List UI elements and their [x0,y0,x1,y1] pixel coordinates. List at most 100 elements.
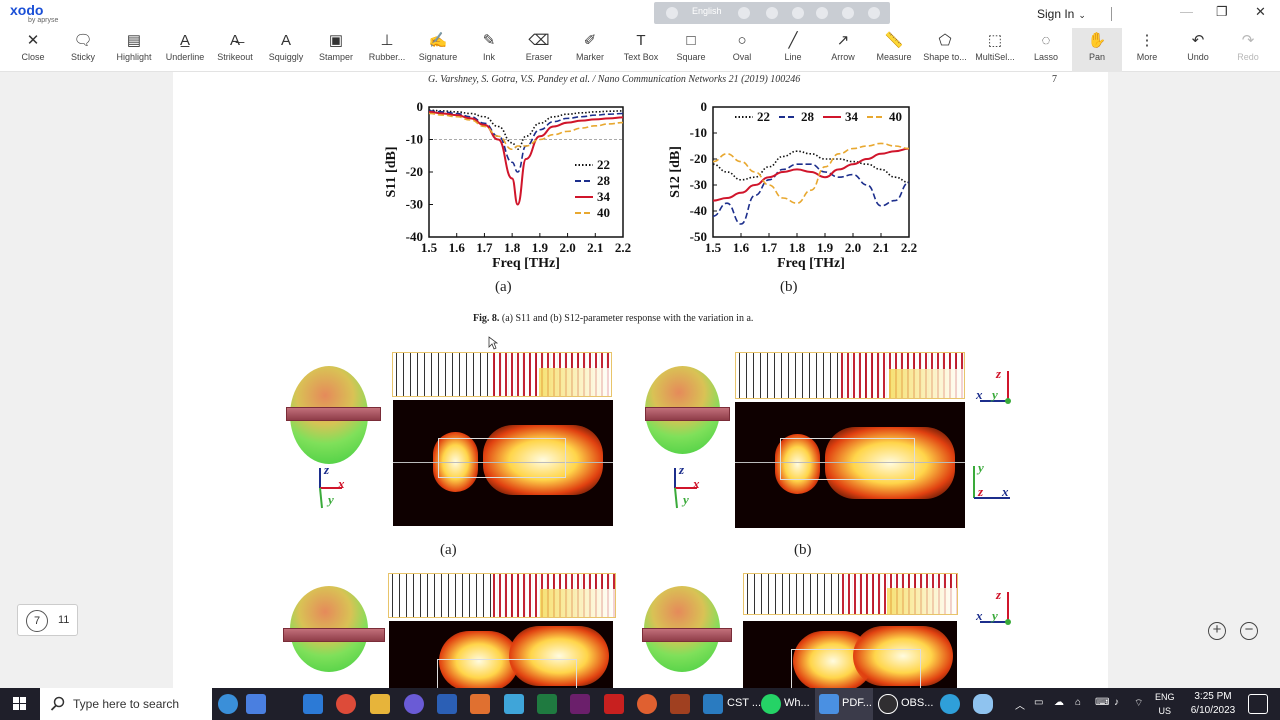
axis-triad: y x z [973,460,1010,499]
taskbar-search[interactable]: Type here to search [40,688,212,720]
zoom-out-icon[interactable]: − [1240,622,1258,640]
tray-icon[interactable]: ☁ [1054,697,1064,708]
tool-ink[interactable]: ✎ Ink [464,28,514,72]
taskbar-active-app[interactable]: PDF... [815,688,873,720]
taskbar-obs[interactable]: OBS... [901,697,934,709]
document-viewer[interactable] [0,72,1280,688]
tool-underline[interactable]: A̲ Underline [160,28,210,72]
help-icon[interactable] [842,7,854,19]
tool-oval[interactable]: ○ Oval [717,28,767,72]
pen-app-icon[interactable] [246,694,266,714]
mail-icon[interactable] [303,694,323,714]
tool-highlight[interactable]: ▤ Highlight [109,28,159,72]
ltspice-icon[interactable] [570,694,590,714]
underline-icon: A̲ [179,32,190,49]
tool-sticky[interactable]: 🗨 Sticky [58,28,108,72]
windows-start-icon[interactable] [0,688,40,720]
language-label[interactable]: English [692,6,722,16]
wifi-icon[interactable]: ⌔ [1134,698,1144,709]
tool-stamper[interactable]: ▣ Stamper [311,28,361,72]
legend-label: 40 [597,205,610,220]
restore-icon[interactable]: ❐ [1216,4,1228,19]
chart-s11: 1.5 1.6 1.7 1.8 1.9 2.0 2.1 2.2 0 -10 -20 -30 -40 Fre… [384,99,631,271]
highlight-icon: ▤ [126,32,142,49]
series-line-28 [712,163,910,225]
keyboard-icon[interactable] [666,7,678,19]
series-line-34 [428,110,624,206]
tool-redo[interactable]: ↷ Redo [1223,28,1273,72]
tool-rubber[interactable]: ⊥ Rubber... [362,28,412,72]
tool-lasso[interactable]: ◌ Lasso [1021,28,1071,72]
tool-measure[interactable]: 📏 Measure [869,28,919,72]
taskbar-cst[interactable]: CST ... [727,697,762,709]
axis-z-label: z [323,462,330,477]
acrobat-icon[interactable] [604,694,624,714]
tool-close[interactable]: ✕ Close [8,28,58,72]
mic-icon[interactable] [766,7,778,19]
battery-icon[interactable]: ▭ [1034,697,1044,708]
soccer-ball-icon[interactable] [218,694,238,714]
signature-icon: ✍ [428,32,448,49]
tool-pan[interactable]: ✋ Pan [1072,28,1122,72]
settings-icon[interactable] [792,7,804,19]
cst-icon[interactable] [703,694,723,714]
tool-more[interactable]: ⋮ More [1122,28,1172,72]
tool-strikeout[interactable]: A̶ Strikeout [210,28,260,72]
info-icon[interactable] [868,7,880,19]
x-axis-label: Freq [THz] [777,256,845,271]
matlab-icon[interactable] [470,694,490,714]
tool-eraser[interactable]: ⌫ Eraser [514,28,564,72]
tool-square[interactable]: □ Square [666,28,716,72]
file-explorer-icon[interactable] [370,694,390,714]
visual-studio-icon[interactable] [404,694,424,714]
whatsapp-icon[interactable] [761,694,781,714]
tool-multisel[interactable]: ⬚ MultiSel... [970,28,1020,72]
page-navigator[interactable]: 7 11 [17,604,78,636]
tool-shape-to[interactable]: ⬠ Shape to... [920,28,970,72]
tool-text-box[interactable]: T Text Box [616,28,666,72]
tool-label: Line [784,52,802,62]
tool-signature[interactable]: ✍ Signature [413,28,463,72]
volume-icon[interactable]: ♪ [1114,697,1119,708]
app-icon[interactable] [504,694,524,714]
squiggly-icon: A [280,32,291,49]
sign-in-button[interactable]: Sign In ⌄ [1037,7,1086,21]
help-icon[interactable] [940,694,960,714]
legend-label: 22 [757,109,770,124]
word-icon[interactable] [437,694,457,714]
taskbar-whatsapp[interactable]: Wh... [784,697,810,709]
excel-icon[interactable] [537,694,557,714]
axis-triad: z x y [975,366,1011,404]
notifications-icon[interactable] [1248,694,1268,714]
close-window-icon[interactable]: ✕ [1255,4,1266,19]
language-toolbar[interactable]: English [654,2,890,24]
legend-label: 40 [889,109,902,124]
axis-y-label: y [681,492,689,507]
y-tick-label: -30 [690,177,707,192]
network-icon[interactable]: ⌨ [1095,697,1110,708]
obs-icon[interactable] [878,694,898,714]
app-icon[interactable] [670,694,690,714]
current-page-input[interactable]: 7 [26,610,48,632]
tray-chevron-icon[interactable]: ︿ [1015,701,1025,712]
y-tick-label: -20 [690,151,707,166]
tool-arrow[interactable]: ↗ Arrow [818,28,868,72]
x-tick-label: 1.7 [476,240,493,255]
system-clock[interactable]: 3:25 PM 6/10/2023 [1184,690,1242,718]
minimize-icon[interactable]: — [1180,4,1193,19]
y-tick-label: 0 [701,99,708,114]
tool-undo[interactable]: ↶ Undo [1173,28,1223,72]
title-bar: xodo by apryse English Sign In ⌄ — ❐ ✕ [0,0,1280,28]
onedrive-icon[interactable]: ⌂ [1075,697,1082,708]
axis-x-label: x [1001,484,1009,499]
input-language[interactable]: ENG US [1155,690,1175,718]
minus-icon[interactable] [738,7,750,19]
tool-line[interactable]: ╱ Line [768,28,818,72]
browser-icon[interactable] [637,694,657,714]
tool-squiggly[interactable]: A Squiggly [261,28,311,72]
chrome-icon[interactable] [336,694,356,714]
tool-marker[interactable]: ✐ Marker [565,28,615,72]
zoom-in-icon[interactable]: + [1208,622,1226,640]
weather-icon[interactable] [973,694,993,714]
edge-icon[interactable] [816,7,828,19]
